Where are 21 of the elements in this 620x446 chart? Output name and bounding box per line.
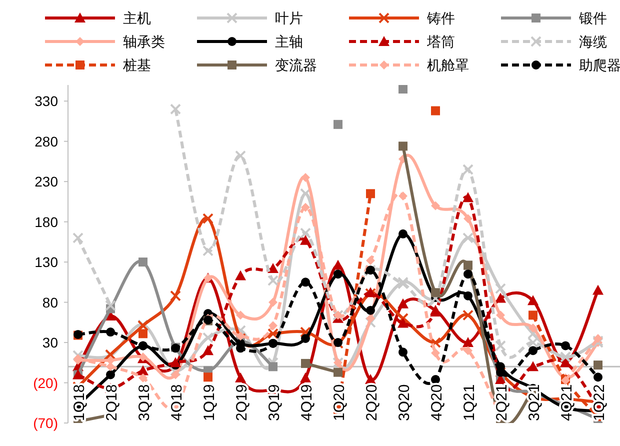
legend-label: 主机 bbox=[123, 10, 151, 26]
y-tick-label: 280 bbox=[34, 133, 58, 150]
legend-label: 塔筒 bbox=[426, 34, 455, 50]
y-tick-label: (20) bbox=[33, 374, 58, 391]
y-tick-label: 180 bbox=[34, 214, 58, 230]
y-tick-label: 330 bbox=[34, 93, 58, 110]
legend-label: 海缆 bbox=[579, 34, 607, 50]
y-tick-label: 80 bbox=[42, 294, 58, 310]
y-tick-label: 230 bbox=[34, 174, 58, 190]
legend-label: 变流器 bbox=[275, 57, 317, 73]
legend-label: 桩基 bbox=[122, 57, 151, 73]
legend-label: 轴承类 bbox=[123, 34, 165, 50]
legend-label: 主轴 bbox=[275, 34, 303, 50]
y-tick-label: (70) bbox=[33, 415, 58, 431]
legend-label: 叶片 bbox=[275, 10, 303, 26]
legend-label: 机舱罩 bbox=[427, 57, 469, 73]
y-tick-label: 130 bbox=[34, 254, 58, 270]
y-tick-label: 30 bbox=[42, 334, 58, 351]
legend-label: 助爬器 bbox=[579, 57, 620, 73]
legend-label: 铸件 bbox=[426, 10, 455, 26]
legend-label: 锻件 bbox=[578, 10, 607, 26]
